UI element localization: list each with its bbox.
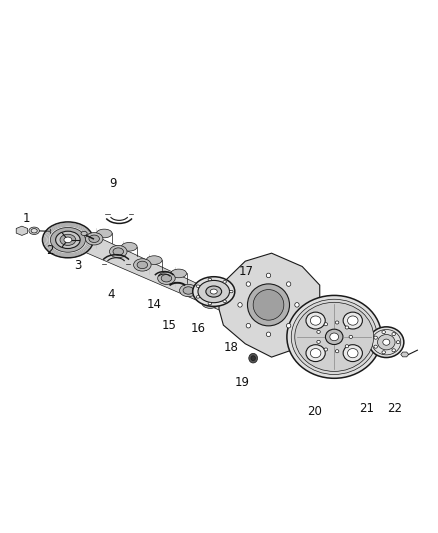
Text: 15: 15 [161, 319, 176, 332]
Ellipse shape [306, 312, 325, 329]
Text: 14: 14 [147, 298, 162, 311]
Ellipse shape [223, 281, 226, 283]
Ellipse shape [210, 289, 217, 294]
Ellipse shape [287, 295, 381, 378]
Text: 4: 4 [107, 288, 115, 301]
Ellipse shape [383, 339, 390, 345]
Ellipse shape [180, 284, 197, 297]
Ellipse shape [223, 300, 226, 302]
Ellipse shape [246, 282, 251, 286]
Ellipse shape [183, 287, 194, 294]
Ellipse shape [266, 273, 271, 278]
Ellipse shape [286, 324, 291, 328]
Text: 1: 1 [22, 212, 30, 225]
Text: 16: 16 [191, 322, 205, 335]
Ellipse shape [336, 350, 339, 353]
Text: 18: 18 [223, 341, 238, 354]
Ellipse shape [198, 280, 230, 303]
Ellipse shape [161, 274, 172, 282]
Text: 3: 3 [74, 259, 81, 272]
Ellipse shape [374, 345, 378, 348]
Ellipse shape [121, 243, 137, 251]
Ellipse shape [137, 261, 148, 269]
Ellipse shape [317, 340, 320, 343]
Ellipse shape [247, 284, 290, 326]
Ellipse shape [343, 312, 362, 329]
Ellipse shape [113, 248, 124, 255]
Ellipse shape [42, 222, 93, 258]
Ellipse shape [345, 326, 349, 329]
Ellipse shape [295, 303, 299, 307]
Ellipse shape [251, 356, 255, 360]
Ellipse shape [324, 322, 328, 326]
Ellipse shape [349, 335, 353, 338]
Ellipse shape [291, 299, 377, 375]
Ellipse shape [374, 336, 378, 339]
Ellipse shape [249, 353, 258, 363]
Ellipse shape [246, 324, 251, 328]
Ellipse shape [206, 286, 222, 297]
Ellipse shape [193, 277, 235, 306]
Ellipse shape [31, 229, 37, 233]
Ellipse shape [392, 349, 396, 352]
Ellipse shape [60, 235, 76, 245]
Text: 20: 20 [307, 405, 322, 418]
Ellipse shape [311, 349, 321, 358]
Ellipse shape [196, 296, 200, 298]
Ellipse shape [89, 235, 99, 243]
Ellipse shape [295, 302, 374, 372]
Ellipse shape [158, 272, 175, 285]
Ellipse shape [343, 345, 362, 361]
Ellipse shape [171, 269, 187, 278]
Ellipse shape [208, 278, 212, 281]
Ellipse shape [134, 259, 151, 271]
Ellipse shape [396, 341, 400, 344]
Ellipse shape [345, 345, 349, 348]
Ellipse shape [110, 245, 127, 258]
Ellipse shape [266, 332, 271, 337]
Ellipse shape [96, 229, 112, 238]
Ellipse shape [205, 298, 215, 306]
Polygon shape [81, 229, 223, 312]
Text: 2: 2 [46, 244, 54, 257]
Text: 21: 21 [360, 402, 374, 415]
Ellipse shape [369, 327, 404, 358]
Ellipse shape [317, 330, 320, 334]
Ellipse shape [336, 321, 339, 324]
Ellipse shape [238, 303, 242, 307]
Ellipse shape [81, 231, 87, 236]
Polygon shape [401, 352, 409, 357]
Ellipse shape [201, 296, 219, 309]
Ellipse shape [253, 289, 284, 320]
Text: 22: 22 [388, 402, 403, 415]
Ellipse shape [330, 333, 339, 341]
Ellipse shape [392, 333, 396, 336]
Ellipse shape [56, 231, 80, 248]
Ellipse shape [325, 329, 343, 344]
Ellipse shape [146, 256, 162, 264]
Ellipse shape [311, 316, 321, 325]
Ellipse shape [208, 302, 212, 305]
Text: 9: 9 [109, 177, 117, 190]
Ellipse shape [378, 335, 395, 350]
Polygon shape [219, 253, 320, 357]
Ellipse shape [50, 228, 85, 252]
Ellipse shape [230, 290, 233, 293]
Ellipse shape [196, 285, 200, 287]
Ellipse shape [382, 351, 385, 354]
Ellipse shape [286, 282, 291, 286]
Ellipse shape [85, 232, 103, 245]
Ellipse shape [382, 330, 385, 334]
Polygon shape [16, 226, 28, 236]
Ellipse shape [29, 227, 39, 235]
Ellipse shape [324, 348, 328, 351]
Text: 17: 17 [239, 265, 254, 278]
Text: 19: 19 [235, 376, 250, 389]
Ellipse shape [347, 349, 358, 358]
Ellipse shape [347, 316, 358, 325]
Ellipse shape [64, 237, 72, 243]
Ellipse shape [306, 345, 325, 361]
